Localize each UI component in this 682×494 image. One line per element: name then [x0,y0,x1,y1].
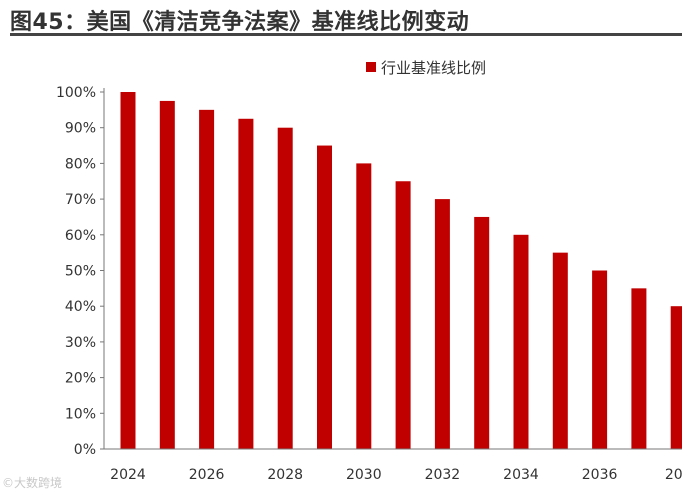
bar-2030 [356,163,372,449]
y-tick-label: 40% [65,299,96,315]
x-tick-label: 2036 [582,467,618,483]
bar-2025 [159,100,175,450]
y-tick-label: 70% [65,192,96,208]
bar-2026 [199,109,215,449]
x-tick-label: 2024 [110,467,146,483]
x-tick-label: 2034 [503,467,539,483]
bar-2033 [474,216,490,449]
bar-2034 [513,234,529,449]
y-tick-label: 50% [65,264,96,280]
bar-2031 [395,181,411,449]
x-tick-label: 2030 [346,467,382,483]
bar-2035 [552,252,568,449]
title-underline [10,33,682,36]
y-tick-label: 100% [56,85,96,101]
y-tick-label: 60% [65,228,96,244]
y-tick-label: 90% [65,121,96,137]
y-tick-label: 10% [65,406,96,422]
y-tick-label: 20% [65,371,96,387]
bar-2024 [120,92,136,449]
bars [120,92,682,450]
y-tick-label: 0% [74,442,96,458]
bar-2027 [238,118,254,450]
watermark: ©大数跨境 [2,476,63,490]
bar-2028 [277,127,293,449]
bar-2036 [592,270,608,449]
x-tick-label: 2032 [425,467,461,483]
y-tick-label: 30% [65,335,96,351]
legend: 行业基准线比例 [366,59,486,77]
x-tick-label: 203 [665,467,682,483]
y-tick-label: 80% [65,156,96,172]
x-tick-label: 2028 [267,467,303,483]
bar-2029 [317,145,332,450]
bar-2038 [670,306,682,449]
chart-title: 图45：美国《清洁竞争法案》基准线比例变动 [10,10,470,35]
bar-2037 [631,288,647,449]
legend-label: 行业基准线比例 [381,59,486,77]
legend-swatch [366,62,376,72]
x-axis: 2024 2026 2028 2030 2032 2034 2036 203 [104,448,682,483]
y-axis: 0% 10% 20% 30% 40% 50% 60% 70% 80% 90% 100% [56,85,105,458]
x-tick-label: 2026 [189,467,225,483]
bar-2032 [434,199,450,449]
